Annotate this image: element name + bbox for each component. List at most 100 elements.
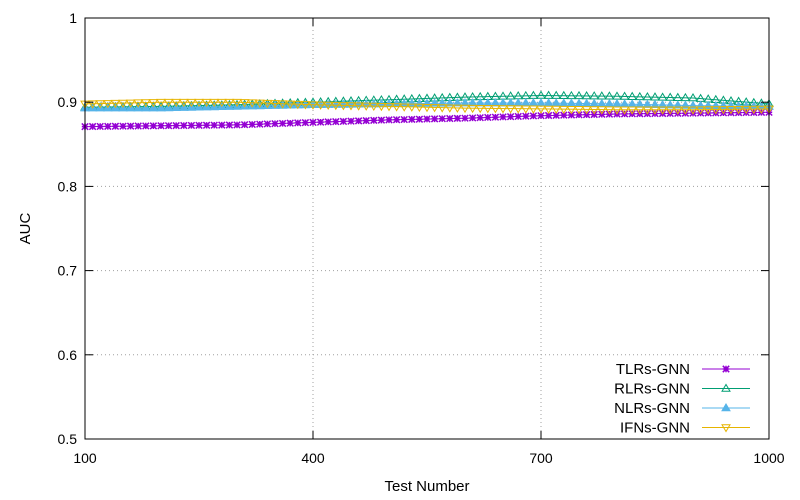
data-point [604,98,615,108]
data-point [627,91,638,100]
data-point [408,115,416,124]
data-point [642,91,653,101]
x-axis-label: Test Number [384,478,469,495]
legend-label: TLRs-GNN [616,361,690,378]
y-tick-label: 0.6 [58,347,78,363]
data-point [650,106,660,115]
data-point [163,98,174,108]
data-point [460,104,470,114]
data-point [248,120,256,129]
data-point [460,98,470,107]
data-point [567,111,576,119]
data-point [520,105,531,114]
data-point [430,115,439,123]
data-point [262,100,273,110]
data-point [377,116,386,124]
data-point [452,104,463,113]
data-point [544,111,553,120]
data-point [370,116,378,125]
data-point [209,98,220,108]
data-point [195,121,203,130]
ticks: 0.5 0.6 0.7 0.8 0.9 1 100 400 700 1000 [58,10,785,466]
data-point [688,93,698,102]
data-point [301,118,310,127]
data-point [695,106,706,115]
data-point [468,114,477,122]
data-point [164,121,173,130]
data-point [148,99,159,108]
data-point [330,101,341,111]
data-point [665,100,676,109]
data-point [339,117,348,126]
data-point [619,99,630,108]
data-point [582,110,591,119]
data-point [140,99,151,108]
data-point [376,102,387,112]
data-point [484,113,492,122]
data-point [596,98,607,108]
data-point [262,99,273,109]
data-point [490,98,501,107]
data-point [574,90,584,100]
data-point [368,102,379,112]
data-point [134,122,142,130]
data-point [126,122,135,130]
data-point [657,92,668,101]
data-point [657,106,668,115]
data-point [263,120,272,128]
data-point [254,100,265,110]
data-point [574,98,584,107]
data-point [476,113,484,122]
data-point [423,115,431,123]
legend-entry: IFNs-GNN [620,420,750,437]
data-point [721,383,731,392]
data-point [513,105,524,114]
data-point [612,91,622,100]
data-point [703,106,714,115]
data-point [680,92,691,102]
data-point [688,106,698,115]
data-point [619,91,630,100]
data-point [589,98,600,107]
series-layer [80,90,774,131]
data-point [384,103,394,112]
x-tick-label: 700 [529,450,553,466]
data-point [111,122,120,131]
data-point [180,121,188,130]
data-point [429,104,440,113]
data-point [178,98,189,108]
data-point [506,112,515,121]
data-point [149,122,158,130]
data-point [589,91,600,100]
data-point [680,106,691,115]
data-point [187,121,196,130]
data-point [672,100,683,109]
data-point [520,98,531,107]
y-tick-label: 0.9 [58,94,78,110]
data-point [748,105,759,115]
data-point [642,106,653,115]
data-point [756,105,767,115]
legend-entry: TLRs-GNN [616,361,750,378]
data-point [710,106,721,115]
data-point [88,122,97,131]
data-point [672,92,683,101]
data-point [422,98,432,107]
data-point [536,98,546,107]
data-point [558,105,569,115]
data-point [575,111,583,119]
data-point [362,116,370,125]
data-point [726,101,736,110]
data-point [536,105,546,114]
data-point [520,90,531,100]
data-point [171,98,182,108]
data-point [437,104,448,113]
data-point [277,100,288,109]
data-point [513,90,524,100]
data-point [672,106,683,115]
data-point [323,101,334,111]
data-point [422,103,432,113]
data-point [233,121,241,129]
data-point [581,106,592,115]
